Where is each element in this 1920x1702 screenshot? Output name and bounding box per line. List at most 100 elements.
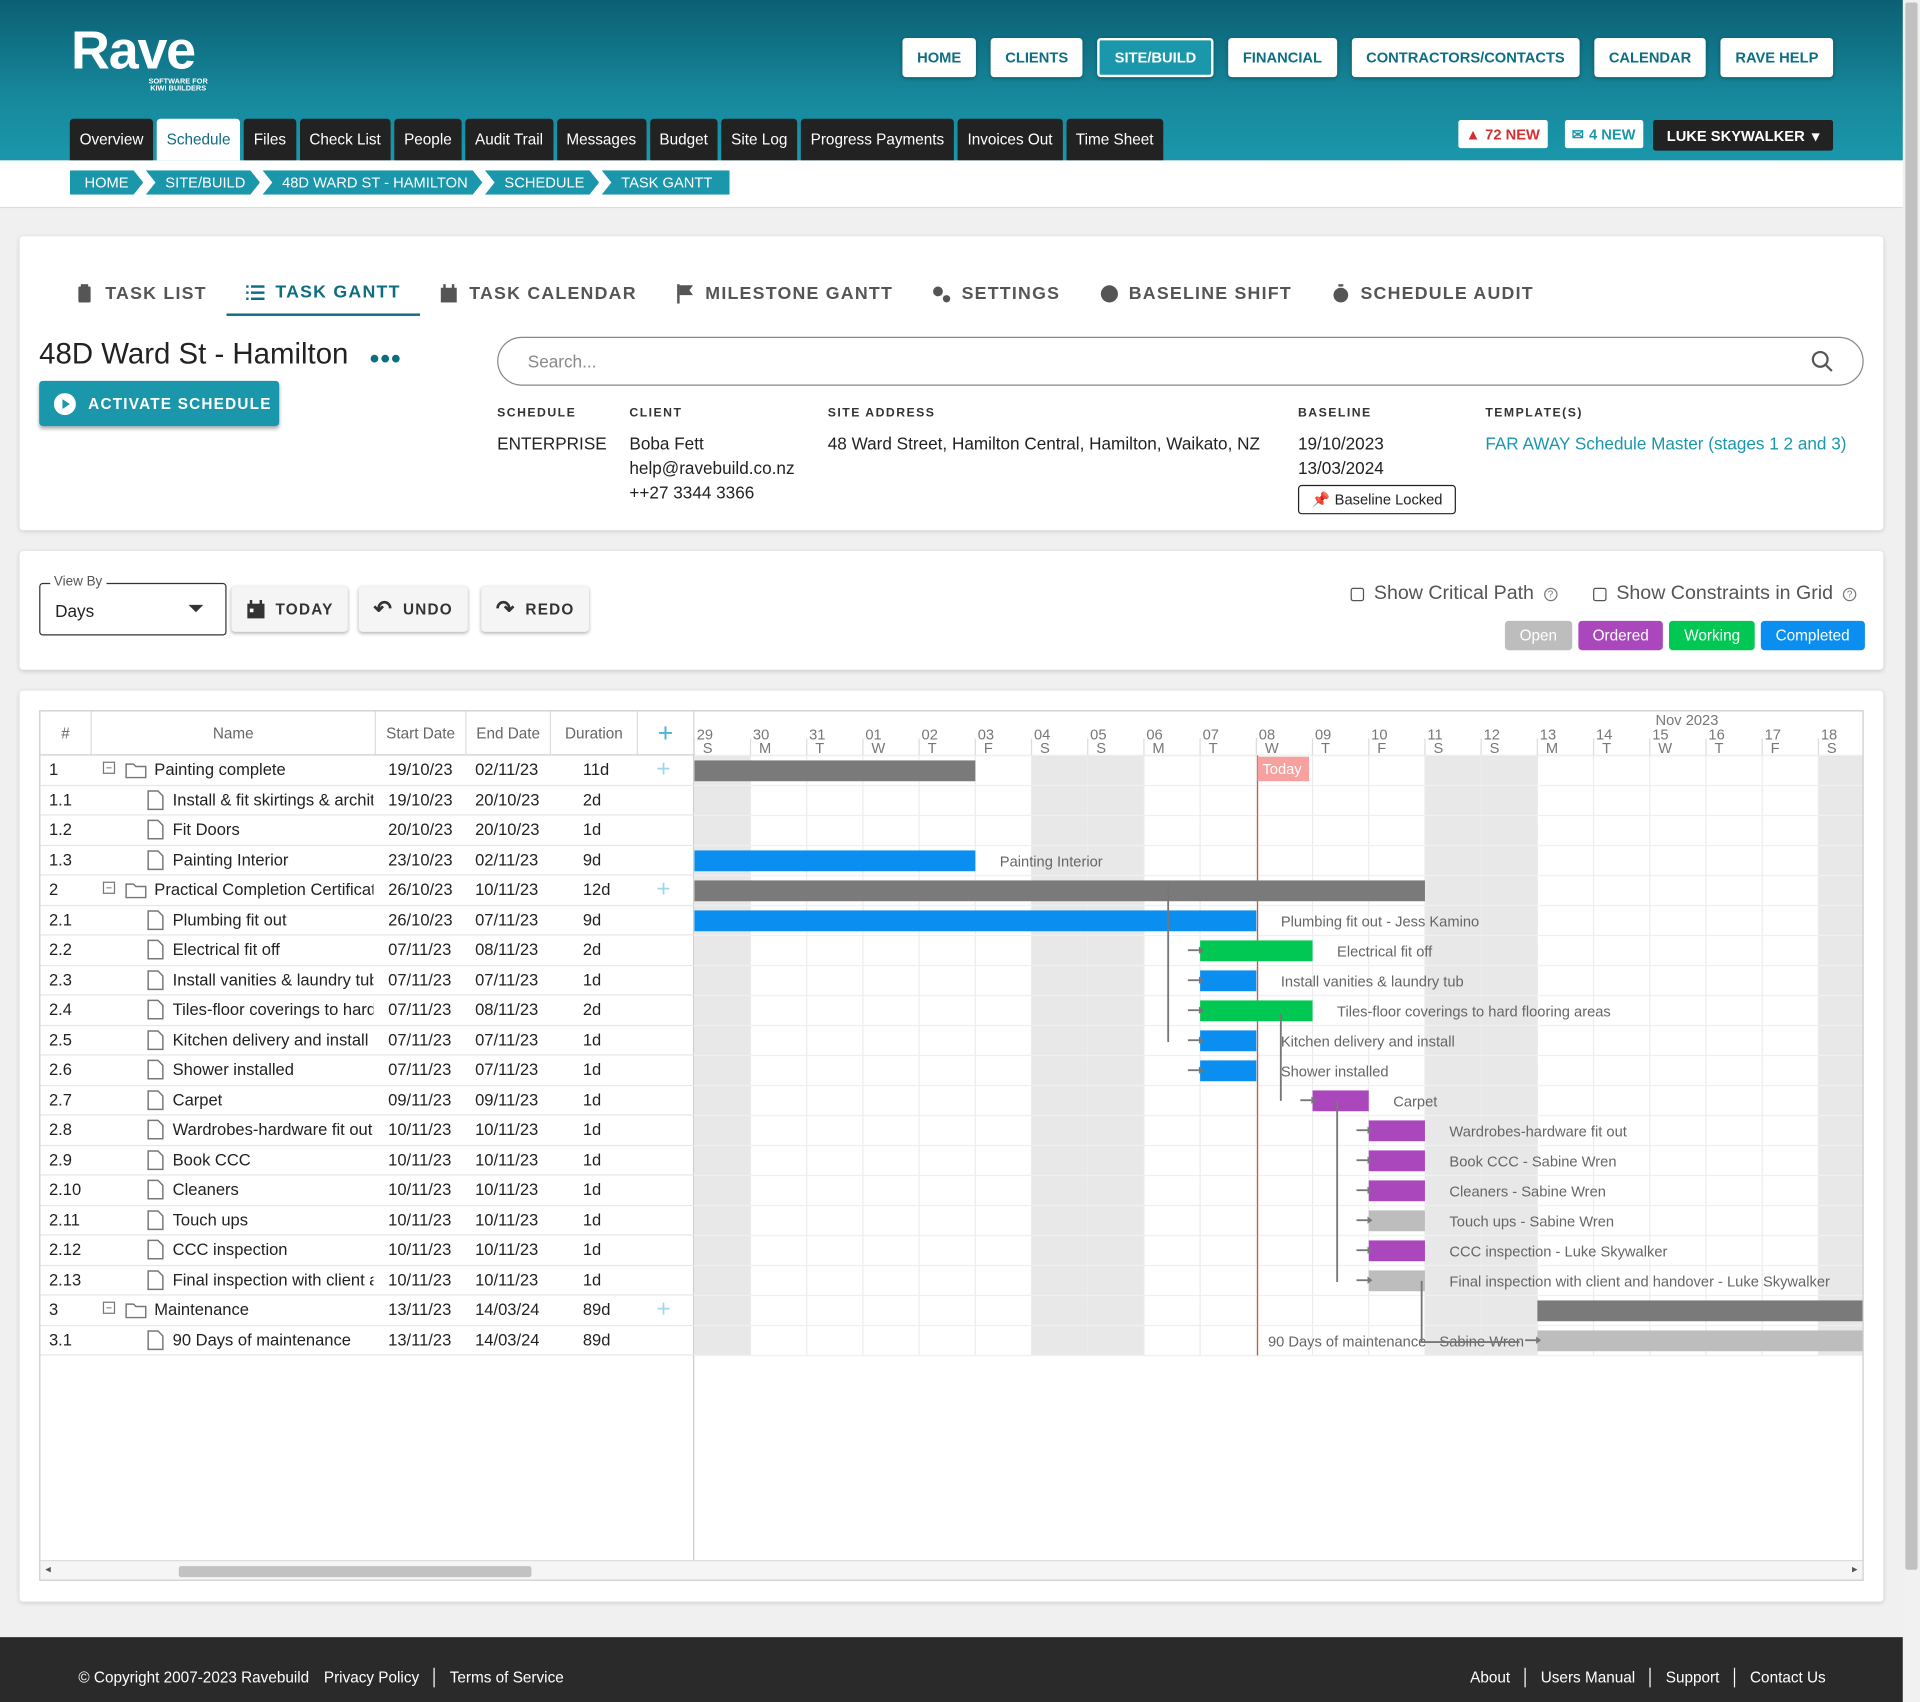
messages-badge[interactable]: ✉ 4 NEW — [1564, 120, 1643, 149]
search-icon[interactable] — [1811, 350, 1833, 372]
nav-clients[interactable]: CLIENTS — [990, 37, 1083, 78]
gantt-bar[interactable] — [1368, 1150, 1425, 1172]
column-header-end-date[interactable]: End Date — [467, 711, 552, 755]
constraints-checkbox[interactable] — [1593, 587, 1607, 601]
page-scrollbar[interactable] — [1902, 0, 1920, 1702]
tab-schedule[interactable]: Schedule — [156, 118, 241, 161]
gantt-bar[interactable] — [694, 910, 1257, 932]
column-header-name[interactable]: Name — [92, 711, 376, 755]
task-row[interactable]: 2.13 Final inspection with client a 10/11/… — [40, 1266, 695, 1296]
task-row[interactable]: 2.1 Plumbing fit out 26/10/23 07/11/23 9d — [40, 906, 695, 936]
footer-link-support[interactable]: Support — [1665, 1668, 1720, 1687]
task-row[interactable]: 1.2 Fit Doors 20/10/23 20/10/23 1d — [40, 816, 695, 846]
collapse-toggle-icon[interactable]: − — [102, 881, 116, 894]
task-row[interactable]: 2.2 Electrical fit off 07/11/23 08/11/23 2d — [40, 936, 695, 966]
user-menu[interactable]: LUKE SKYWALKER ▾ — [1653, 120, 1834, 151]
gantt-bar[interactable] — [1537, 1300, 1863, 1322]
rave-logo[interactable]: Rave SOFTWARE FOR KIWI BUILDERS — [71, 24, 212, 93]
nav-site-build[interactable]: SITE/BUILD — [1097, 37, 1214, 78]
add-subtask-icon[interactable]: + — [656, 875, 671, 903]
column-header-number[interactable]: # — [40, 711, 92, 755]
baseline-locked-badge[interactable]: 📌 Baseline Locked — [1297, 484, 1456, 515]
undo-button[interactable]: ↶ UNDO — [358, 586, 468, 632]
scrollbar-thumb[interactable] — [178, 1566, 532, 1578]
breadcrumb-48d-ward-st-hamilton[interactable]: 48D WARD ST - HAMILTON — [262, 170, 482, 194]
footer-link-users-manual[interactable]: Users Manual — [1540, 1668, 1636, 1687]
constraints-toggle[interactable]: Show Constraints in Grid ? — [1593, 583, 1857, 605]
gantt-bar[interactable] — [1200, 940, 1313, 962]
breadcrumb-home[interactable]: HOME — [70, 170, 143, 194]
gantt-bar[interactable] — [1368, 1240, 1425, 1262]
horizontal-scrollbar[interactable]: ◂ ▸ — [40, 1560, 1863, 1580]
gantt-bar[interactable] — [1200, 1030, 1257, 1052]
warnings-badge[interactable]: ▲ 72 NEW — [1458, 120, 1548, 149]
tab-files[interactable]: Files — [243, 118, 296, 161]
tab-people[interactable]: People — [394, 118, 462, 161]
tab-invoices-out[interactable]: Invoices Out — [957, 118, 1063, 161]
collapse-toggle-icon[interactable]: − — [102, 761, 116, 774]
gantt-bar[interactable] — [1200, 1000, 1313, 1022]
terms-link[interactable]: Terms of Service — [449, 1668, 564, 1687]
add-subtask-icon[interactable]: + — [656, 1295, 671, 1323]
add-task-icon[interactable]: + — [638, 711, 695, 755]
task-row[interactable]: 2.6 Shower installed 07/11/23 07/11/23 1d — [40, 1056, 695, 1086]
task-row[interactable]: 2.3 Install vanities & laundry tub 07/11/2… — [40, 966, 695, 996]
task-row[interactable]: 2.7 Carpet 09/11/23 09/11/23 1d — [40, 1086, 695, 1116]
redo-button[interactable]: ↷ REDO — [481, 586, 590, 632]
footer-link-contact-us[interactable]: Contact Us — [1750, 1668, 1826, 1687]
help-icon[interactable]: ? — [1842, 587, 1857, 601]
activate-schedule-button[interactable]: ACTIVATE SCHEDULE — [39, 380, 280, 427]
critical-path-checkbox[interactable] — [1350, 587, 1365, 601]
gantt-bar[interactable] — [1312, 1090, 1369, 1112]
gantt-bar[interactable] — [1368, 1120, 1425, 1142]
tab-audit-trail[interactable]: Audit Trail — [465, 118, 553, 161]
tab-settings[interactable]: SETTINGS — [913, 272, 1080, 316]
task-row[interactable]: 1 − Painting complete 19/10/23 02/11/23 11d + — [40, 755, 695, 786]
tab-check-list[interactable]: Check List — [299, 118, 391, 161]
task-row[interactable]: 1.3 Painting Interior 23/10/23 02/11/23 9d — [40, 846, 695, 876]
template-link[interactable]: FAR AWAY Schedule Master (stages 1 2 and… — [1485, 433, 1847, 454]
today-button[interactable]: TODAY — [231, 586, 349, 632]
tab-task-calendar[interactable]: TASK CALENDAR — [420, 272, 656, 316]
view-by-select[interactable]: View By Days — [39, 574, 227, 636]
column-header-start-date[interactable]: Start Date — [376, 711, 467, 755]
task-row[interactable]: 2.10 Cleaners 10/11/23 10/11/23 1d — [40, 1176, 695, 1206]
gantt-bar[interactable] — [1368, 1270, 1425, 1292]
task-row[interactable]: 1.1 Install & fit skirtings & archit 19/10… — [40, 786, 695, 816]
task-row[interactable]: 2.5 Kitchen delivery and install 07/11/23 0… — [40, 1026, 695, 1056]
task-row[interactable]: 2.12 CCC inspection 10/11/23 10/11/23 1d — [40, 1236, 695, 1266]
gantt-bar[interactable] — [694, 880, 1425, 902]
tab-messages[interactable]: Messages — [556, 118, 646, 161]
task-row[interactable]: 3.1 90 Days of maintenance 13/11/23 14/03/2… — [40, 1326, 695, 1356]
footer-link-about[interactable]: About — [1470, 1668, 1511, 1687]
help-icon[interactable]: ? — [1543, 587, 1558, 601]
page-scrollbar-thumb[interactable] — [1905, 2, 1918, 1570]
nav-calendar[interactable]: CALENDAR — [1594, 37, 1706, 78]
tab-site-log[interactable]: Site Log — [721, 118, 798, 161]
task-row[interactable]: 2.8 Wardrobes-hardware fit out 10/11/23 10/… — [40, 1116, 695, 1146]
task-row[interactable]: 2 − Practical Completion Certificat 26/10/2… — [40, 875, 695, 906]
gantt-bar[interactable] — [1200, 970, 1257, 992]
privacy-link[interactable]: Privacy Policy — [323, 1668, 420, 1687]
tab-baseline-shift[interactable]: BASELINE SHIFT — [1080, 272, 1312, 316]
gantt-bar[interactable] — [694, 760, 976, 782]
tab-overview[interactable]: Overview — [69, 118, 154, 161]
task-row[interactable]: 3 − Maintenance 13/11/23 14/03/24 89d + — [40, 1295, 695, 1326]
scroll-left-icon[interactable]: ◂ — [45, 1562, 51, 1575]
task-row[interactable]: 2.11 Touch ups 10/11/23 10/11/23 1d — [40, 1206, 695, 1236]
gantt-bar[interactable] — [1200, 1060, 1257, 1082]
tab-task-list[interactable]: TASK LIST — [56, 272, 226, 316]
tab-time-sheet[interactable]: Time Sheet — [1066, 118, 1164, 161]
gantt-bar[interactable] — [694, 850, 976, 872]
gantt-bar[interactable] — [1537, 1330, 1863, 1352]
nav-contractors-contacts[interactable]: CONTRACTORS/CONTACTS — [1351, 37, 1580, 78]
add-subtask-icon[interactable]: + — [656, 755, 671, 783]
tab-budget[interactable]: Budget — [649, 118, 718, 161]
tab-schedule-audit[interactable]: SCHEDULE AUDIT — [1311, 272, 1553, 316]
scroll-right-icon[interactable]: ▸ — [1852, 1562, 1858, 1575]
gantt-bar[interactable] — [1368, 1210, 1425, 1232]
task-row[interactable]: 2.9 Book CCC 10/11/23 10/11/23 1d — [40, 1146, 695, 1176]
column-header-duration[interactable]: Duration — [551, 711, 638, 755]
nav-financial[interactable]: FINANCIAL — [1228, 37, 1337, 78]
critical-path-toggle[interactable]: Show Critical Path ? — [1350, 583, 1558, 605]
